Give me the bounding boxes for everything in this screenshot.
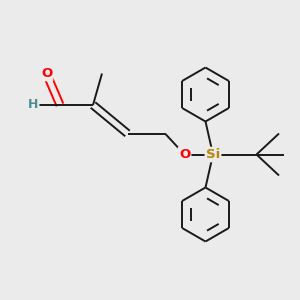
Text: O: O [41, 67, 52, 80]
Text: O: O [179, 148, 190, 161]
Text: H: H [28, 98, 38, 112]
Text: Si: Si [206, 148, 220, 161]
